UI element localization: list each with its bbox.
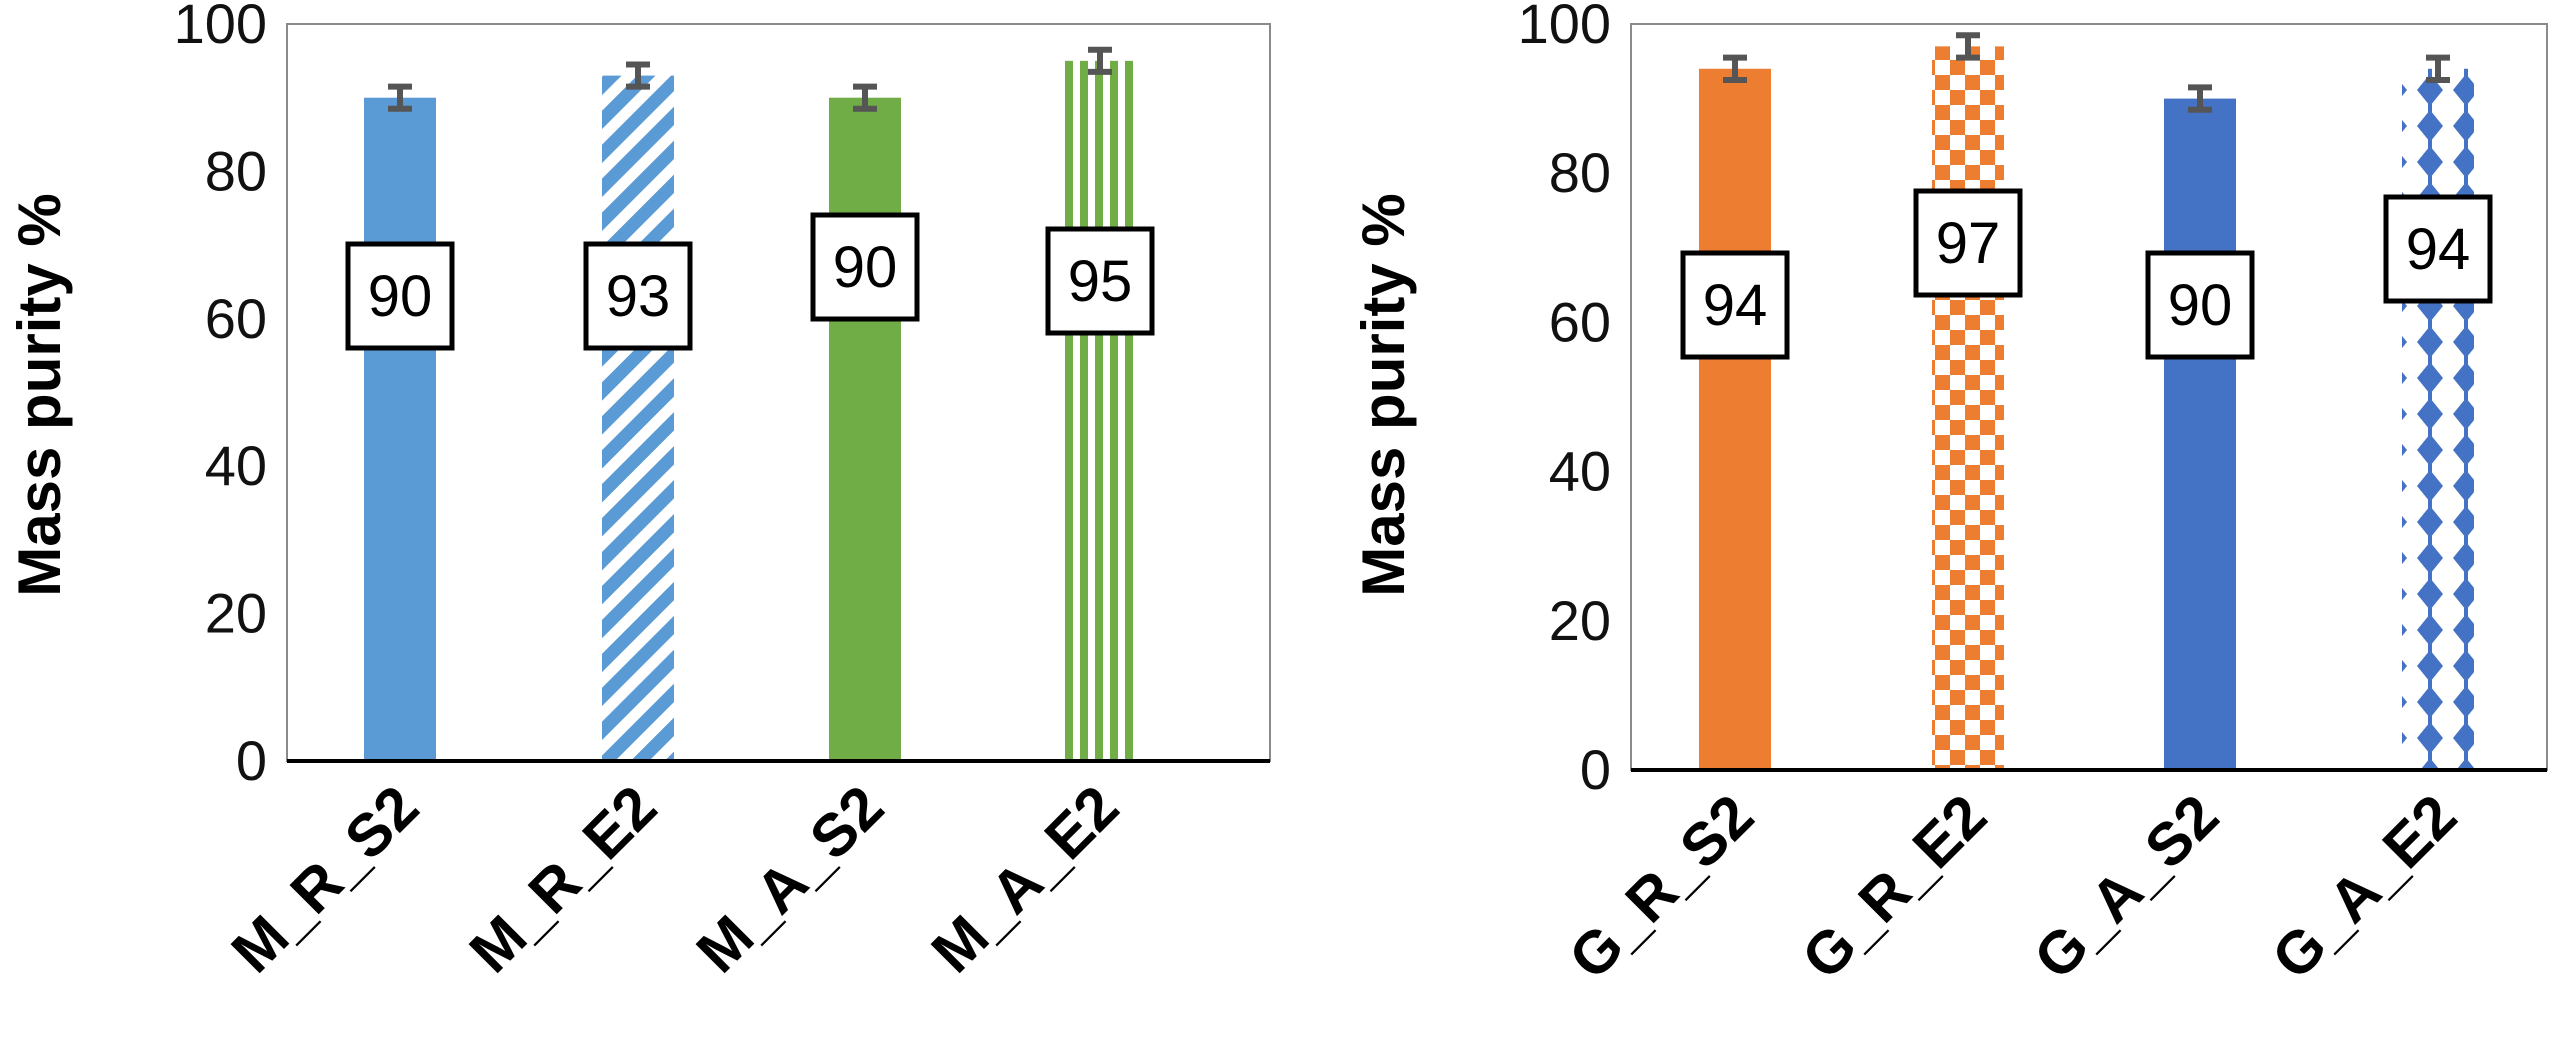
y-axis-title: Mass purity % [6,193,73,596]
data-label-G_R_S2: 94 [1703,273,1768,338]
bar-M_R_S2 [364,97,436,761]
x-tick-label-M_A_E2: M_A_E2 [919,773,1131,985]
y-tick-label: 60 [205,287,267,350]
error-bar-G_R_E2 [1956,32,1980,61]
data-label-box [1913,188,2023,298]
x-tick-label-G_A_S2: G_A_S2 [2021,782,2231,992]
y-tick-label: 100 [174,0,267,55]
y-tick-label: 20 [205,582,267,645]
x-tick-label-M_R_E2: M_R_E2 [457,773,669,985]
bar-M_A_E2 [1064,60,1136,762]
data-label-G_A_E2: 94 [2406,217,2471,282]
data-label-G_A_S2: 90 [2168,273,2233,338]
error-bar-G_A_S2 [2188,84,2212,113]
x-tick-label-G_R_E2: G_R_E2 [1789,782,1999,992]
error-bar-M_R_E2 [626,61,650,90]
y-tick-label: 40 [205,434,267,497]
bar-G_A_E2 [2402,68,2474,770]
x-tick-label-G_R_S2: G_R_S2 [1556,782,1766,992]
error-bar-M_A_E2 [1088,46,1112,75]
data-label-box [2383,194,2493,304]
data-label-M_A_E2: 95 [1068,249,1133,314]
bar-G_A_S2 [2164,98,2236,771]
data-label-box [1680,250,1790,360]
y-tick-label: 20 [1549,589,1611,652]
chart-panel-1: 0 20 40 60 80 100 Mass purity % 90 M_R_S2 93 M_R_E… [6,0,1271,985]
data-label-box [345,241,455,351]
data-label-M_R_E2: 93 [606,264,671,329]
error-bar-M_R_S2 [388,83,412,112]
error-bar-G_R_S2 [1723,54,1747,83]
bar-G_R_E2 [1932,46,2004,770]
y-tick-label: 80 [205,139,267,202]
bar-M_A_S2 [829,97,901,761]
y-tick-label: 40 [1549,440,1611,503]
error-bar-M_A_S2 [853,83,877,112]
chart-panel-2: 0 20 40 60 80 100 Mass purity % 94 G_R_S2 97 G_R_E… [1350,0,2548,992]
y-tick-label: 80 [1549,141,1611,204]
bar-M_R_E2 [602,75,674,762]
data-label-box [583,241,693,351]
x-tick-label-M_R_S2: M_R_S2 [219,773,431,985]
x-tick-label-M_A_S2: M_A_S2 [684,773,896,985]
data-label-G_R_E2: 97 [1936,211,2001,276]
y-tick-label: 60 [1549,290,1611,353]
data-label-M_A_S2: 90 [833,235,898,300]
data-label-box [2145,250,2255,360]
data-label-box [1045,226,1155,336]
y-tick-label: 100 [1518,0,1611,55]
error-bar-G_A_E2 [2426,54,2450,83]
y-tick-label: 0 [1580,738,1611,801]
data-label-box [810,212,920,322]
x-tick-label-G_A_E2: G_A_E2 [2259,782,2469,992]
bar-G_R_S2 [1699,68,1771,770]
y-axis-title: Mass purity % [1350,193,1417,596]
data-label-M_R_S2: 90 [368,264,433,329]
y-tick-label: 0 [236,729,267,792]
